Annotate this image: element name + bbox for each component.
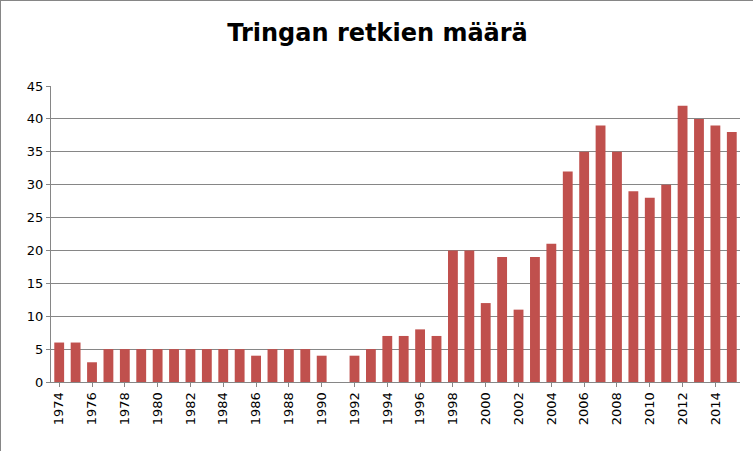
svg-text:1974: 1974 xyxy=(51,392,66,425)
svg-text:1998: 1998 xyxy=(445,392,460,425)
svg-text:2004: 2004 xyxy=(544,392,559,425)
svg-text:0: 0 xyxy=(35,375,43,390)
svg-text:1976: 1976 xyxy=(84,392,99,425)
svg-text:Tringan retkien määrä: Tringan retkien määrä xyxy=(227,19,528,47)
svg-text:1982: 1982 xyxy=(183,392,198,425)
svg-text:10: 10 xyxy=(27,309,44,324)
svg-text:1992: 1992 xyxy=(347,392,362,425)
svg-text:2006: 2006 xyxy=(576,392,591,425)
svg-text:30: 30 xyxy=(27,177,44,192)
svg-text:1994: 1994 xyxy=(380,392,395,425)
svg-text:2008: 2008 xyxy=(609,392,624,425)
svg-text:5: 5 xyxy=(35,342,43,357)
svg-text:15: 15 xyxy=(27,276,44,291)
svg-text:40: 40 xyxy=(27,111,44,126)
svg-text:45: 45 xyxy=(27,79,44,94)
svg-text:2012: 2012 xyxy=(675,392,690,425)
svg-text:25: 25 xyxy=(27,210,44,225)
svg-text:1978: 1978 xyxy=(117,392,132,425)
svg-text:2000: 2000 xyxy=(478,392,493,425)
svg-text:2010: 2010 xyxy=(642,392,657,425)
svg-text:35: 35 xyxy=(27,144,44,159)
svg-text:1986: 1986 xyxy=(248,392,263,425)
svg-text:1984: 1984 xyxy=(215,392,230,425)
svg-text:2014: 2014 xyxy=(708,392,723,425)
svg-text:20: 20 xyxy=(27,243,44,258)
svg-text:1980: 1980 xyxy=(150,392,165,425)
svg-text:1990: 1990 xyxy=(314,392,329,425)
svg-text:1996: 1996 xyxy=(412,392,427,425)
svg-text:2002: 2002 xyxy=(511,392,526,425)
svg-text:1988: 1988 xyxy=(281,392,296,425)
